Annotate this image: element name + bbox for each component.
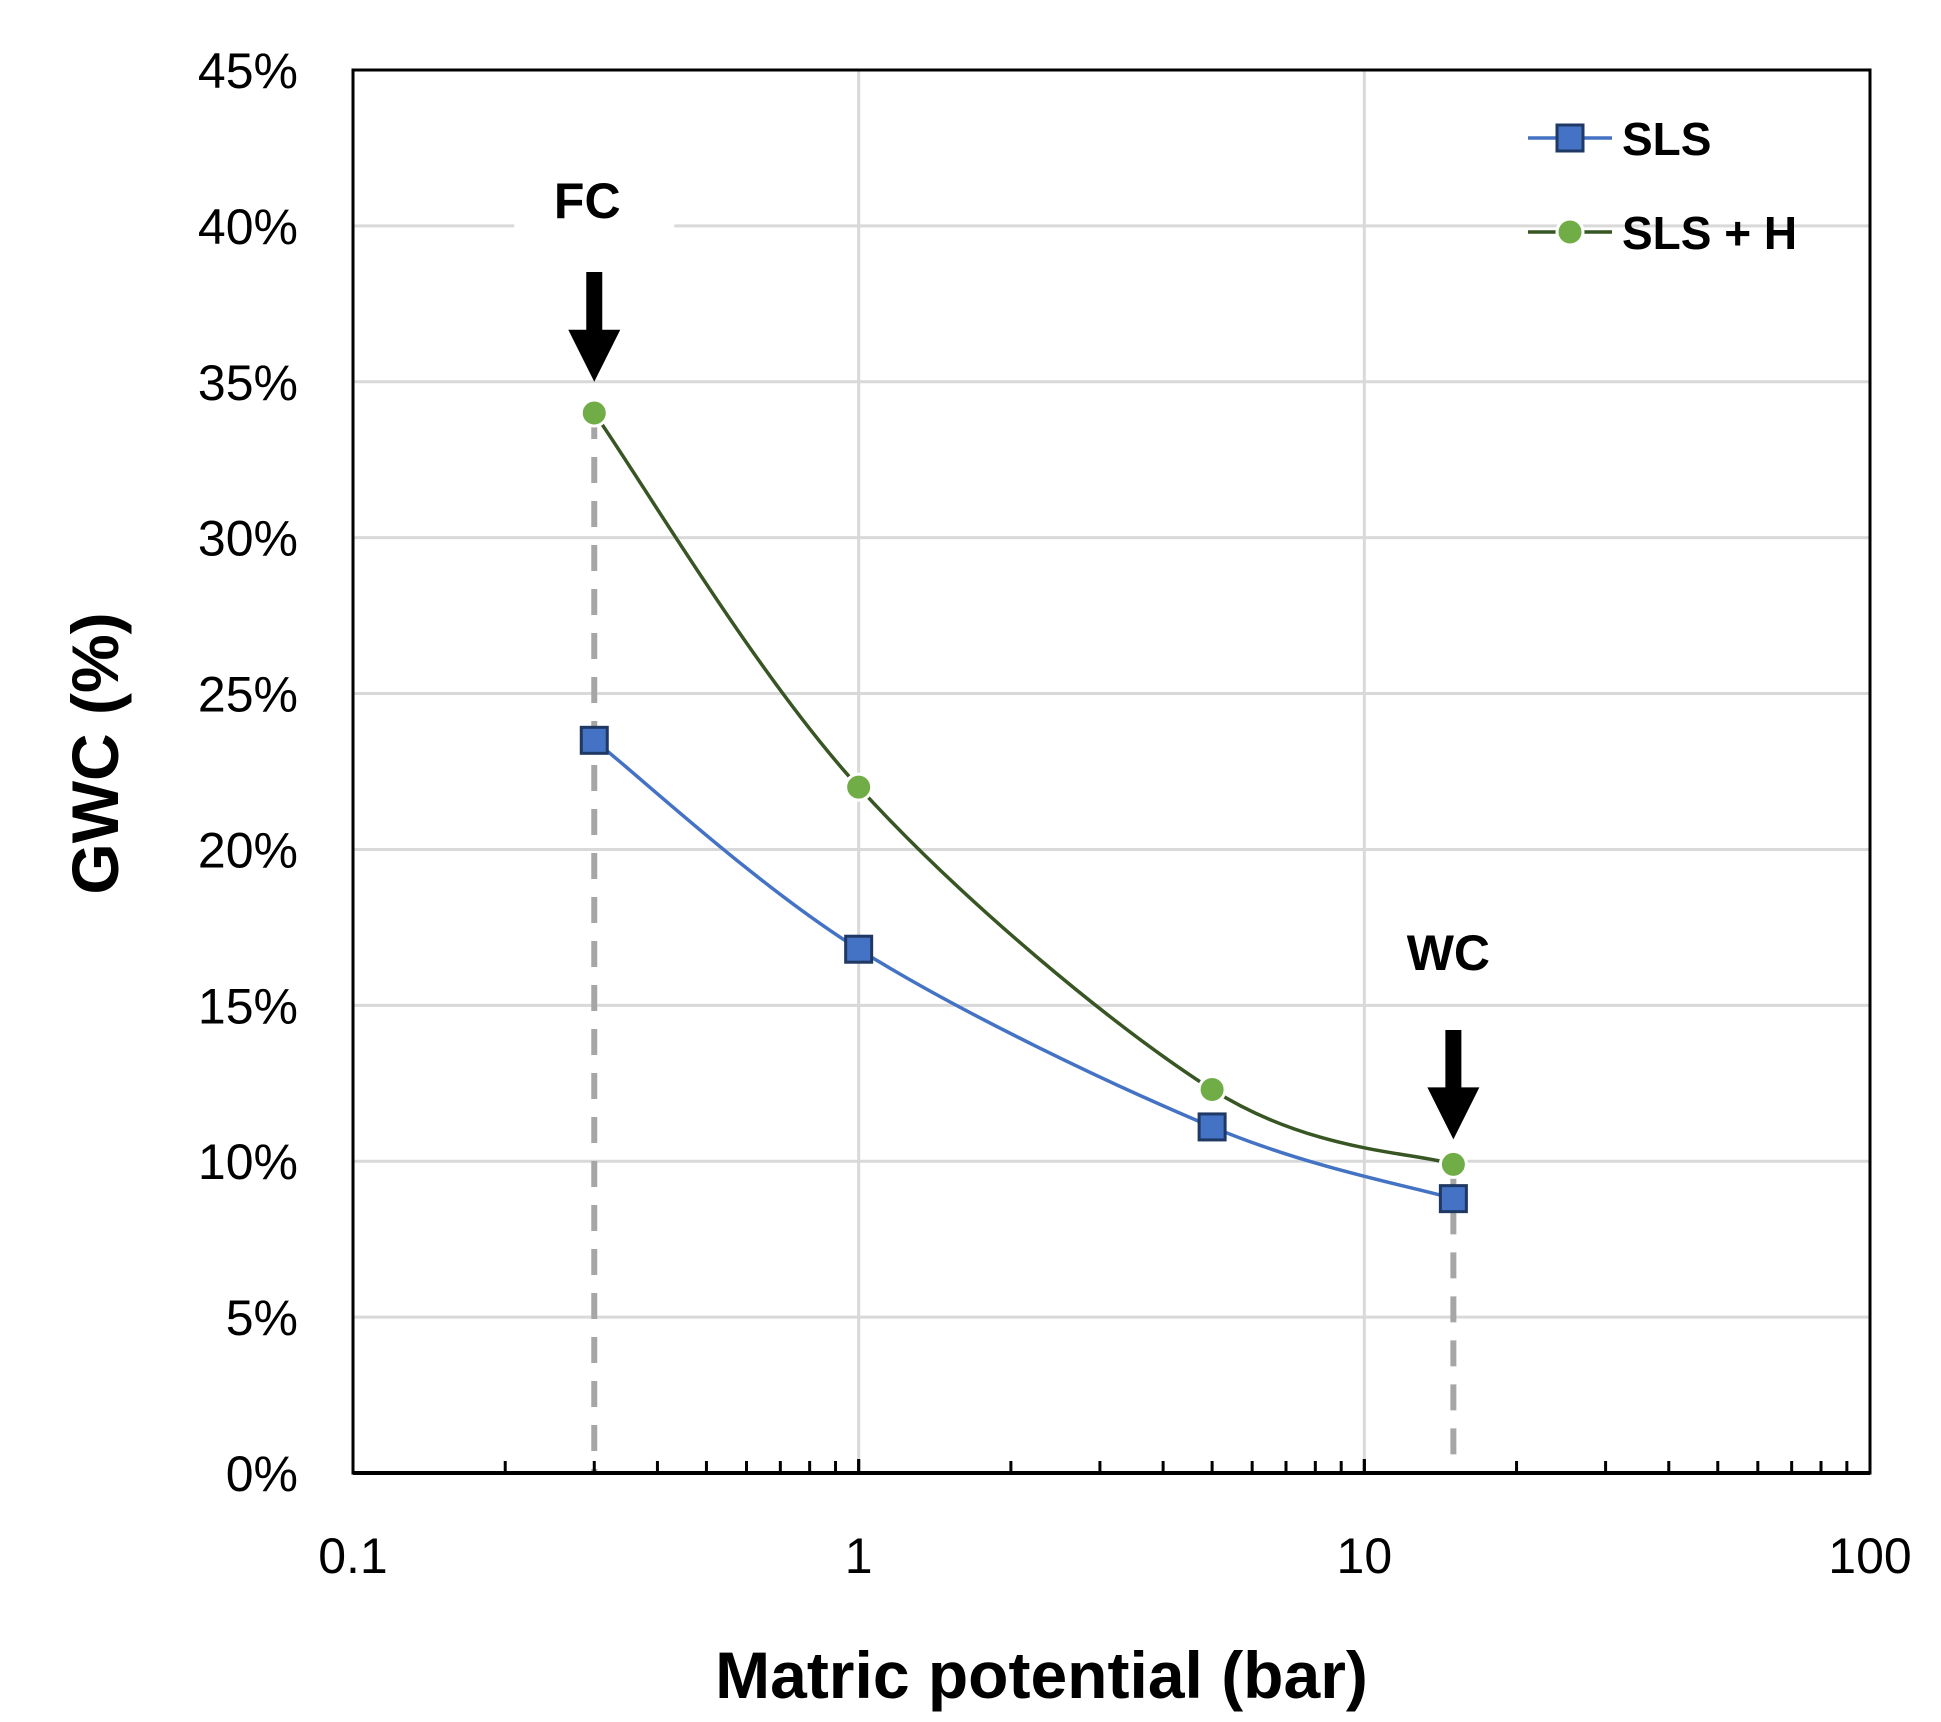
sls-h-point: [844, 772, 874, 802]
y-tick-label: 0%: [226, 1446, 298, 1502]
y-tick-label: 25%: [198, 667, 298, 723]
x-tick-label: 100: [1828, 1528, 1911, 1584]
series: [579, 398, 1468, 1214]
sls-h-point: [1197, 1075, 1227, 1105]
legend-marker-circle: [1555, 217, 1585, 247]
y-axis-title: GWC (%): [58, 612, 132, 894]
reference-lines: [591, 412, 1457, 1473]
grid: [353, 68, 1872, 1473]
sls-point: [844, 934, 874, 964]
series-line-1: [593, 738, 1454, 1201]
y-tick-label: 15%: [198, 978, 298, 1034]
tick-labels: 0% 5% 10% 15% 20% 25% 30% 35% 40% 45% 0.1 1 10 100: [198, 43, 1912, 1584]
fc-label: FC: [554, 173, 621, 229]
sls-point: [1438, 1184, 1468, 1214]
wc-label: WC: [1407, 925, 1490, 981]
x-axis-title: Matric potential (bar): [715, 1638, 1368, 1712]
y-tick-label: 10%: [198, 1134, 298, 1190]
fc-arrow: [568, 272, 621, 382]
sls-h-point: [579, 398, 609, 428]
y-tick-label: 30%: [198, 511, 298, 567]
sls-point: [579, 725, 609, 755]
axes: [351, 68, 1872, 1475]
annotations: FC WC: [554, 173, 1490, 1140]
y-tick-label: 35%: [198, 355, 298, 411]
sls-point: [1197, 1112, 1227, 1142]
series-line-2: [592, 411, 1454, 1167]
legend-label: SLS + H: [1622, 207, 1797, 259]
y-tick-label: 5%: [226, 1290, 298, 1346]
plot-frame: [351, 68, 1872, 1475]
x-tick-label: 1: [845, 1528, 873, 1584]
legend-label: SLS: [1622, 113, 1711, 165]
wc-arrow: [1427, 1030, 1480, 1140]
y-tick-label: 45%: [198, 43, 298, 99]
x-tick-label: 10: [1337, 1528, 1393, 1584]
fc-label-mask: [514, 219, 675, 232]
y-tick-label: 20%: [198, 822, 298, 878]
sls-h-point: [1438, 1149, 1468, 1179]
x-tick-label: 0.1: [318, 1528, 388, 1584]
y-tick-label: 40%: [198, 199, 298, 255]
legend: SLS SLS + H: [1528, 113, 1797, 259]
legend-marker-square: [1555, 123, 1585, 153]
